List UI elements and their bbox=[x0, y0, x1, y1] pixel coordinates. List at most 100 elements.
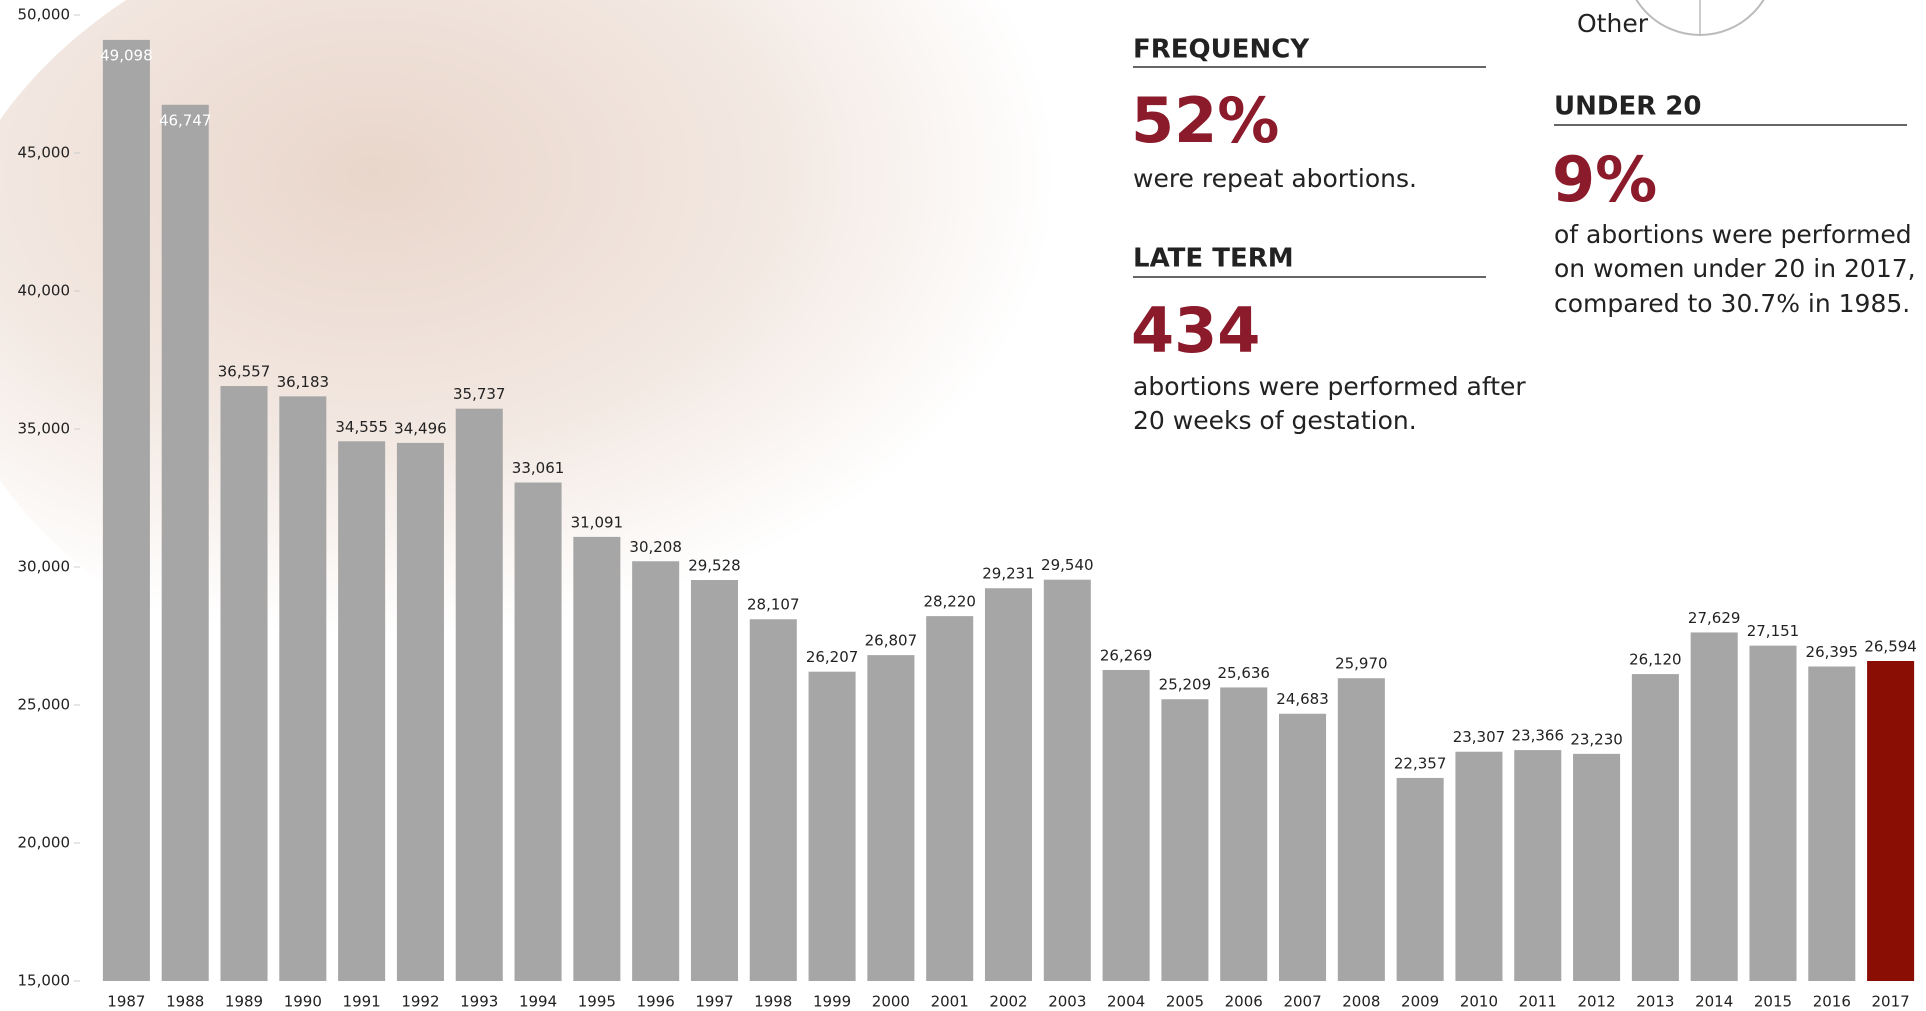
x-tick-label: 2002 bbox=[989, 993, 1027, 1011]
value-label: 26,395 bbox=[1806, 643, 1859, 661]
value-label: 29,231 bbox=[982, 565, 1035, 583]
x-tick-label: 2000 bbox=[872, 993, 910, 1011]
x-tick-label: 1989 bbox=[225, 993, 263, 1011]
y-tick-label: 40,000 bbox=[18, 282, 71, 300]
value-label: 35,737 bbox=[453, 385, 506, 403]
value-label: 31,091 bbox=[571, 513, 624, 531]
bar bbox=[456, 409, 503, 981]
value-label: 29,528 bbox=[688, 557, 741, 575]
bar bbox=[1573, 754, 1620, 981]
value-label: 34,496 bbox=[394, 419, 447, 437]
x-tick-label: 2009 bbox=[1401, 993, 1439, 1011]
x-tick-label: 1998 bbox=[754, 993, 792, 1011]
x-tick-label: 1987 bbox=[107, 993, 145, 1011]
stat-text: 20 weeks of gestation. bbox=[1133, 406, 1417, 435]
y-tick-label: 15,000 bbox=[18, 972, 71, 990]
bar bbox=[691, 580, 738, 981]
bar bbox=[1808, 666, 1855, 981]
bar bbox=[338, 441, 385, 981]
value-label: 36,183 bbox=[277, 373, 330, 391]
x-tick-label: 1991 bbox=[343, 993, 381, 1011]
value-label: 25,970 bbox=[1335, 655, 1388, 673]
stat-text: on women under 20 in 2017, bbox=[1554, 254, 1916, 283]
section-heading: UNDER 20 bbox=[1554, 92, 1701, 122]
stat: 434 bbox=[1131, 294, 1260, 367]
value-label: 26,807 bbox=[865, 632, 918, 650]
x-tick-label: 1995 bbox=[578, 993, 616, 1011]
value-label: 27,151 bbox=[1747, 622, 1800, 640]
x-tick-label: 2016 bbox=[1813, 993, 1851, 1011]
bar bbox=[926, 616, 973, 981]
bar bbox=[162, 105, 209, 981]
x-tick-label: 1993 bbox=[460, 993, 498, 1011]
bar bbox=[985, 588, 1032, 981]
stat-text: of abortions were performed bbox=[1554, 220, 1912, 249]
x-tick-label: 2013 bbox=[1636, 993, 1674, 1011]
x-tick-label: 1997 bbox=[695, 993, 733, 1011]
value-label: 23,307 bbox=[1453, 728, 1506, 746]
value-label: 26,594 bbox=[1864, 638, 1917, 656]
bar bbox=[103, 40, 150, 981]
value-label: 24,683 bbox=[1276, 690, 1329, 708]
bar bbox=[1338, 678, 1385, 981]
bar bbox=[1749, 646, 1796, 981]
value-label: 28,107 bbox=[747, 596, 800, 614]
x-tick-label: 2017 bbox=[1872, 993, 1910, 1011]
value-label: 46,747 bbox=[159, 111, 212, 129]
value-label: 34,555 bbox=[335, 418, 388, 436]
stat: 52% bbox=[1131, 84, 1279, 157]
x-tick-label: 2001 bbox=[931, 993, 969, 1011]
bar bbox=[220, 386, 267, 981]
x-tick-label: 2015 bbox=[1754, 993, 1792, 1011]
value-label: 23,230 bbox=[1570, 730, 1623, 748]
value-label: 22,357 bbox=[1394, 754, 1447, 772]
bar bbox=[1632, 674, 1679, 981]
bar bbox=[1455, 752, 1502, 981]
value-label: 25,636 bbox=[1217, 664, 1270, 682]
value-label: 26,269 bbox=[1100, 646, 1153, 664]
x-tick-label: 1992 bbox=[401, 993, 439, 1011]
bar bbox=[1103, 670, 1150, 981]
x-tick-label: 2005 bbox=[1166, 993, 1204, 1011]
y-tick-label: 50,000 bbox=[18, 6, 71, 24]
chart: Other FREQUENCY 52% were repeat abortion… bbox=[0, 0, 1926, 1011]
bar bbox=[515, 483, 562, 981]
bar bbox=[1867, 661, 1914, 981]
value-label: 49,098 bbox=[100, 46, 153, 64]
x-tick-label: 2010 bbox=[1460, 993, 1498, 1011]
value-label: 26,120 bbox=[1629, 651, 1682, 669]
section-heading: LATE TERM bbox=[1133, 244, 1294, 274]
y-tick-label: 45,000 bbox=[18, 144, 71, 162]
value-label: 27,629 bbox=[1688, 609, 1741, 627]
value-label: 36,557 bbox=[218, 363, 271, 381]
bar bbox=[1397, 778, 1444, 981]
bar bbox=[809, 672, 856, 981]
stat-text: compared to 30.7% in 1985. bbox=[1554, 289, 1910, 318]
x-tick-label: 2003 bbox=[1048, 993, 1086, 1011]
x-tick-label: 2004 bbox=[1107, 993, 1145, 1011]
bar bbox=[750, 619, 797, 981]
value-label: 33,061 bbox=[512, 459, 565, 477]
bar bbox=[397, 443, 444, 981]
value-label: 23,366 bbox=[1512, 727, 1565, 745]
bar bbox=[867, 655, 914, 981]
bar bbox=[573, 537, 620, 981]
bar bbox=[1220, 687, 1267, 981]
x-tick-label: 2014 bbox=[1695, 993, 1733, 1011]
x-tick-label: 2012 bbox=[1577, 993, 1615, 1011]
y-tick-label: 20,000 bbox=[18, 834, 71, 852]
x-tick-label: 2008 bbox=[1342, 993, 1380, 1011]
x-tick-label: 1990 bbox=[284, 993, 322, 1011]
x-tick-label: 1994 bbox=[519, 993, 557, 1011]
bar bbox=[1279, 714, 1326, 981]
bar bbox=[1161, 699, 1208, 981]
y-tick-label: 30,000 bbox=[18, 558, 71, 576]
bar bbox=[1044, 580, 1091, 981]
y-tick-label: 35,000 bbox=[18, 420, 71, 438]
x-tick-label: 1988 bbox=[166, 993, 204, 1011]
value-label: 29,540 bbox=[1041, 556, 1094, 574]
x-tick-label: 1999 bbox=[813, 993, 851, 1011]
x-tick-label: 2007 bbox=[1283, 993, 1321, 1011]
bar bbox=[632, 561, 679, 981]
stat-text: were repeat abortions. bbox=[1133, 164, 1417, 193]
